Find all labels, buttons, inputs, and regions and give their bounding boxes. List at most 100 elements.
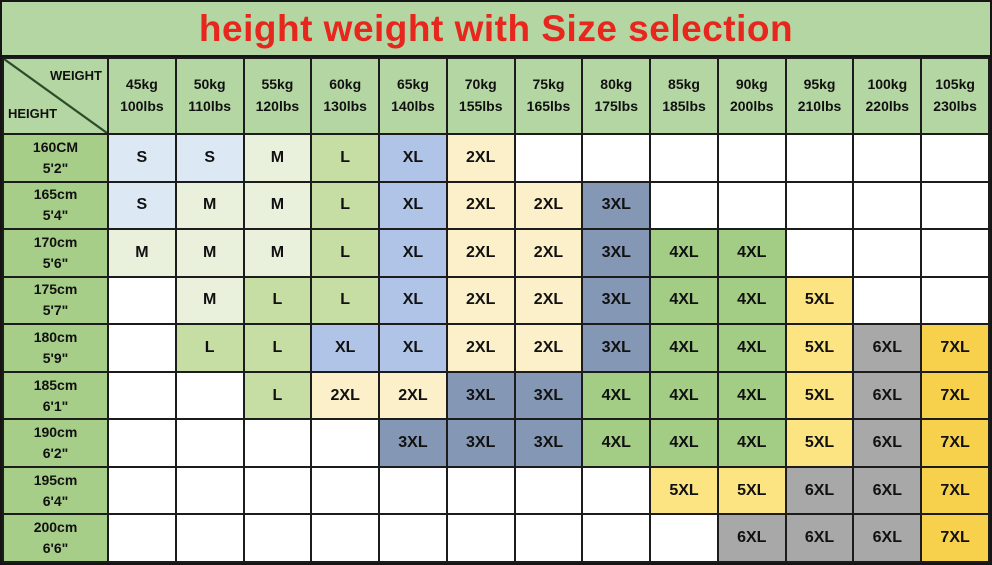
height-cm-label: 200cm [33, 519, 78, 536]
size-cell: M [242, 228, 313, 278]
size-cell: S [107, 180, 177, 231]
size-cell: 5XL [649, 465, 719, 516]
size-cell-empty [513, 133, 584, 183]
height-ft-label: 5'7" [42, 302, 69, 319]
size-cell: M [174, 180, 245, 231]
weight-kg-label: 55kg [261, 76, 294, 93]
size-cell: 3XL [581, 228, 652, 278]
size-cell: 5XL [784, 275, 855, 326]
size-cell-empty [852, 133, 923, 183]
size-cell: 2XL [310, 370, 381, 421]
weight-kg-label: 45kg [125, 76, 158, 93]
size-cell: 2XL [445, 323, 516, 373]
size-cell: 6XL [852, 323, 923, 373]
size-cell: 7XL [920, 513, 990, 563]
size-cell-empty [445, 513, 516, 563]
size-cell: 4XL [649, 370, 719, 421]
height-row-header: 165cm 5'4" [2, 180, 109, 231]
size-cell: XL [378, 180, 448, 231]
size-cell: 5XL [784, 418, 855, 468]
size-cell: 4XL [716, 275, 787, 326]
table-row: 160CM 5'2" S S M L XL 2XL [2, 133, 990, 183]
table-row: 165cm 5'4" S M M L XL 2XL 2XL 3XL [2, 180, 990, 231]
height-cm-label: 165cm [33, 186, 78, 203]
weight-lbs-label: 185lbs [662, 98, 706, 114]
size-cell: 4XL [716, 323, 787, 373]
height-cm-label: 170cm [33, 233, 78, 250]
weight-col-header: 95kg 210lbs [784, 57, 855, 135]
height-ft-label: 5'4" [42, 207, 69, 224]
size-cell-empty [784, 180, 855, 231]
corner-cell: WEIGHT HEIGHT [2, 57, 109, 135]
weight-col-header: 100kg 220lbs [852, 57, 923, 135]
size-cell: M [242, 180, 313, 231]
table-row: 190cm 6'2" 3XL 3XL 3XL 4XL 4XL 4XL 5XL 6XL 7XL [2, 418, 990, 468]
height-ft-label: 6'1" [42, 397, 69, 414]
table-row: 200cm 6'6" 6XL 6XL 6XL 7XL [2, 513, 990, 563]
size-cell: 5XL [784, 370, 855, 421]
size-cell: 3XL [513, 418, 584, 468]
size-cell-empty [310, 418, 381, 468]
size-cell: XL [378, 133, 448, 183]
weight-kg-label: 90kg [735, 76, 768, 93]
size-cell-empty [920, 228, 990, 278]
size-cell: 2XL [445, 275, 516, 326]
weight-kg-label: 80kg [600, 76, 633, 93]
height-cm-label: 175cm [33, 281, 78, 298]
size-cell: S [174, 133, 245, 183]
size-cell: 4XL [649, 418, 719, 468]
size-cell: 2XL [445, 133, 516, 183]
size-cell-empty [581, 133, 652, 183]
weight-col-header: 50kg 110lbs [174, 57, 245, 135]
size-cell: 6XL [716, 513, 787, 563]
size-cell-empty [581, 513, 652, 563]
size-cell-empty [242, 465, 313, 516]
size-cell: 3XL [581, 275, 652, 326]
weight-col-header: 60kg 130lbs [310, 57, 381, 135]
size-cell-empty [513, 513, 584, 563]
size-cell-empty [513, 465, 584, 516]
size-cell: L [242, 275, 313, 326]
diagonal-divider [4, 59, 107, 133]
height-ft-label: 5'2" [42, 159, 69, 176]
size-cell: L [174, 323, 245, 373]
size-cell: 2XL [513, 275, 584, 326]
size-cell: 3XL [513, 370, 584, 421]
size-cell: L [242, 370, 313, 421]
weight-col-header: 65kg 140lbs [378, 57, 448, 135]
height-row-header: 190cm 6'2" [2, 418, 109, 468]
size-cell: 7XL [920, 370, 990, 421]
weight-kg-label: 105kg [935, 76, 975, 93]
size-cell: 2XL [445, 228, 516, 278]
height-row-header: 200cm 6'6" [2, 513, 109, 563]
size-cell: L [310, 275, 381, 326]
size-cell: 4XL [649, 323, 719, 373]
weight-header-row: WEIGHT HEIGHT 45kg 100lbs 50kg 110lbs 55kg 12… [2, 57, 990, 135]
size-cell: 6XL [852, 513, 923, 563]
weight-col-header: 55kg 120lbs [242, 57, 313, 135]
size-cell: 2XL [513, 228, 584, 278]
title-band: height weight with Size selection [2, 2, 990, 57]
size-cell: 4XL [716, 228, 787, 278]
size-cell: M [174, 228, 245, 278]
weight-kg-label: 100kg [867, 76, 908, 93]
size-cell-empty [378, 465, 448, 516]
size-cell: L [310, 180, 381, 231]
size-cell: M [242, 133, 313, 183]
weight-lbs-label: 230lbs [933, 98, 977, 114]
height-ft-label: 6'2" [42, 445, 69, 462]
size-cell: L [310, 228, 381, 278]
size-cell: L [310, 133, 381, 183]
size-table-body: 160CM 5'2" S S M L XL 2XL 165cm 5'4" S M M L XL 2XL 2XL 3… [2, 133, 990, 563]
size-cell-empty [784, 228, 855, 278]
weight-lbs-label: 220lbs [865, 98, 910, 114]
weight-kg-label: 65kg [396, 76, 429, 93]
size-cell: 7XL [920, 418, 990, 468]
size-cell: 3XL [581, 323, 652, 373]
size-cell-empty [310, 513, 381, 563]
size-cell-empty [716, 180, 787, 231]
size-cell: 6XL [852, 418, 923, 468]
size-cell-empty [920, 133, 990, 183]
size-cell-empty [310, 465, 381, 516]
size-cell: M [107, 228, 177, 278]
